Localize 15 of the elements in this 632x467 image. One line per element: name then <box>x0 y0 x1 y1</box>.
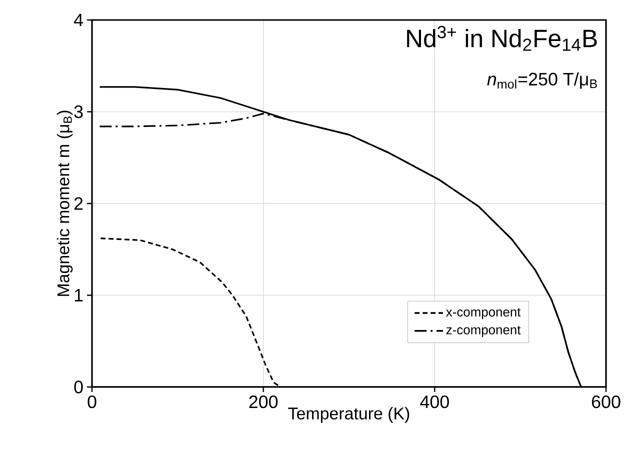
y-tick-label: 2 <box>74 197 83 210</box>
y-axis-title: Magnetic moment m (μ$_{B}$) <box>56 110 73 296</box>
y-tick-label: 1 <box>74 289 83 302</box>
legend-label: z-component <box>446 326 521 337</box>
legend-label: x-component <box>446 308 521 320</box>
y-tick-label: 0 <box>74 380 83 394</box>
x-tick-label: 0 <box>88 395 96 408</box>
x-tick-label: 400 <box>420 395 449 408</box>
y-tick-label: 3 <box>74 105 83 118</box>
x-axis-title: Temperature (K) <box>288 407 410 423</box>
y-tick-label: 4 <box>74 14 83 26</box>
annotation: Nd$^{3+}$ in Nd$_{2}$Fe$_{14}$B <box>407 26 597 51</box>
annotation: n$_{mol}$=250 T/μ$_{B}$ <box>487 72 597 89</box>
x-tick-label: 600 <box>592 395 620 408</box>
x-tick-label: 200 <box>249 395 278 408</box>
